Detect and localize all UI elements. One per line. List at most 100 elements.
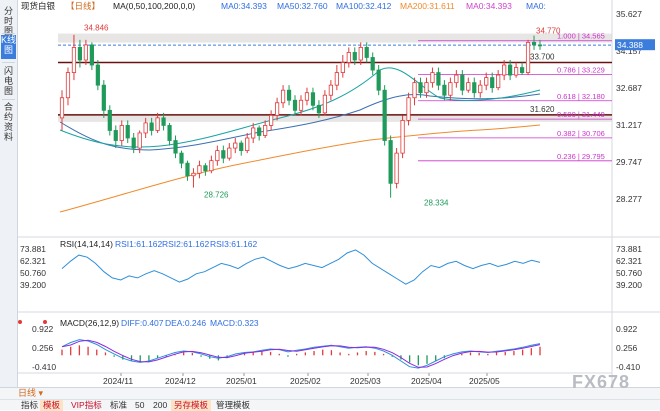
candle-body [406, 97, 411, 121]
candle-body [215, 150, 220, 162]
candle-body [472, 82, 477, 94]
tab-timeshare[interactable]: 分时图 [3, 6, 13, 36]
macd-tick-label: 0.922 [616, 324, 638, 334]
rsi-tick-label-left: 62.321 [20, 256, 46, 266]
x-axis-label: 2025/04 [411, 376, 442, 386]
tab-indicators[interactable]: 指标 [21, 400, 39, 410]
manage-templates-button[interactable]: 管理模板 [216, 400, 251, 410]
tab-50[interactable]: 50 [135, 400, 145, 410]
candle-body [257, 127, 262, 136]
price-tick-label: 32.687 [616, 83, 642, 93]
candle-body [298, 99, 304, 111]
ma-settings-label: MA(0,50,100,200,0,0) [113, 1, 195, 11]
candle-body [155, 117, 160, 131]
candle-body [448, 82, 453, 96]
candle-body [388, 140, 393, 184]
left-sidebar: 分时图 K线图 闪电图 合约资料 [0, 0, 18, 387]
candle-body [436, 72, 441, 86]
price-tick-label: 28.277 [616, 194, 642, 204]
low-label-left: 28.726 [204, 191, 229, 200]
sidebar-divider [2, 33, 15, 34]
candle-body [149, 122, 154, 131]
rsi-tick-label: 73.881 [616, 244, 642, 254]
candle-body [376, 69, 381, 91]
sidebar-divider [2, 62, 15, 63]
indicator-tabs: 指标 模板 VIP指标 标准 50 200 另存模板 管理模板 [0, 399, 660, 411]
rsi-tick-label-left: 39.200 [20, 280, 46, 290]
candle-body [394, 152, 399, 184]
candle-body [412, 82, 417, 99]
x-axis-label: 2025/01 [226, 376, 257, 386]
candle-body [531, 41, 537, 46]
chart-background [17, 0, 660, 387]
rsi-tick-label: 62.321 [616, 256, 642, 266]
candle-body [519, 67, 525, 73]
candle-body [286, 89, 292, 101]
macd-value-label: MACD:0.323 [210, 318, 259, 328]
period-select[interactable]: 日线 ▾ [18, 388, 44, 398]
candle-body [280, 89, 286, 104]
candle-body [107, 109, 112, 131]
fib-level-label: 0.500 | 31.449 [557, 110, 605, 119]
candle-body [221, 150, 226, 159]
tab-vip-indicators[interactable]: VIP指标 [71, 400, 102, 410]
macd-tick-label: -0.410 [616, 362, 640, 372]
save-template-button[interactable]: 另存模板 [171, 400, 212, 411]
macd-diff-line [61, 339, 541, 369]
candle-body [131, 137, 136, 149]
candle-body [466, 82, 471, 91]
x-axis-label: 2025/03 [350, 376, 381, 386]
candle-body [358, 47, 363, 61]
rsi-value-label: RSI2:61.162 [162, 239, 210, 249]
level-label-33700: 33.700 [530, 53, 555, 62]
period-label: 【日线】 [66, 1, 100, 11]
rsi-value-label: RSI3:61.162 [210, 239, 258, 249]
candle-body [322, 94, 328, 114]
candle-body [304, 92, 310, 101]
tab-contract-info[interactable]: 合约资料 [3, 102, 13, 142]
tab-kline[interactable]: K线图 [1, 35, 16, 59]
ma-value-label: MA200:31.611 [400, 1, 455, 11]
candle-body [334, 72, 339, 86]
candle-body [418, 82, 423, 94]
candle-body [496, 74, 501, 89]
support-band [58, 113, 612, 122]
macd-marker-icon [43, 320, 47, 324]
fib-level-label: 0.236 | 29.795 [557, 152, 605, 161]
tab-200[interactable]: 200 [153, 400, 168, 410]
candle-body [245, 137, 250, 151]
tab-lightning-chart[interactable]: 闪电图 [3, 66, 13, 96]
macd-value-label: DIFF:0.407 [121, 318, 164, 328]
fib-level-label: 0.618 | 32.180 [557, 92, 605, 101]
candle-body [484, 77, 489, 86]
candle-body [83, 44, 88, 61]
candle-body [400, 119, 405, 154]
tab-standard[interactable]: 标准 [110, 400, 128, 410]
rsi-tick-label-left: 73.881 [20, 244, 46, 254]
low-label-right: 28.334 [424, 199, 449, 208]
x-axis-label: 2024/12 [165, 376, 196, 386]
ma-value-label: MA100:32.412 [336, 1, 392, 11]
ma-value-label: MA0: [526, 1, 546, 11]
rsi-line [61, 249, 541, 285]
price-tick-label: 34.157 [616, 46, 642, 56]
ma-value-label: MA50:32.760 [277, 1, 328, 11]
candle-body [137, 132, 142, 149]
candle-body [251, 127, 256, 139]
ma100-line [59, 93, 541, 151]
macd-tick-label-left: -0.410 [32, 362, 56, 372]
candle-body [382, 89, 387, 141]
candle-body [185, 162, 190, 177]
candle-body [346, 52, 351, 63]
bottom-toolbar: 日线 ▾ 指标 模板 VIP指标 标准 50 200 另存模板 管理模板 [0, 387, 660, 411]
candle-body [77, 47, 83, 61]
candle-body [167, 125, 172, 141]
watermark-logo: FX678 [572, 372, 631, 392]
tab-templates[interactable]: 模板 [40, 400, 64, 411]
candle-body [239, 142, 244, 151]
high-label-left: 34.846 [84, 24, 109, 33]
macd-dea-line [61, 339, 541, 368]
ma-value-label: MA0:34.393 [221, 1, 267, 11]
macd-title: MACD(26,12,9) [60, 318, 119, 328]
